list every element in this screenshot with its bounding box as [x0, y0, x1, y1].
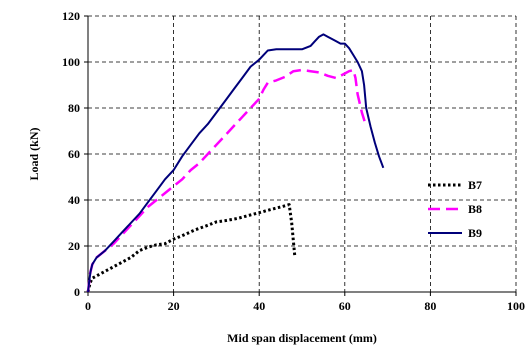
x-tick-label: 0 — [85, 299, 91, 313]
series-line-b8 — [86, 68, 368, 293]
y-tick-label: 100 — [62, 55, 80, 69]
grid — [88, 15, 517, 292]
y-tick-label: 120 — [62, 9, 80, 23]
y-axis-title: Load (kN) — [27, 127, 41, 180]
legend: B7 B8 B9 — [428, 178, 482, 240]
x-axis-title: Mid span displacement (mm) — [227, 331, 377, 345]
y-tick-label: 60 — [68, 147, 80, 161]
series-lines — [86, 33, 385, 293]
y-tick-labels: 0 20 40 60 80 100 120 — [62, 9, 80, 299]
x-tick-label: 40 — [253, 299, 265, 313]
x-tick-label: 100 — [507, 299, 525, 313]
x-tick-labels: 0 20 40 60 80 100 — [85, 299, 525, 313]
series-line-b7 — [86, 203, 297, 293]
x-tick-label: 80 — [424, 299, 436, 313]
series-line-b9 — [87, 33, 385, 293]
y-tick-label: 80 — [68, 101, 80, 115]
y-tick-label: 0 — [74, 285, 80, 299]
y-tick-label: 40 — [68, 193, 80, 207]
legend-label-b8: B8 — [468, 202, 482, 216]
x-tick-label: 20 — [168, 299, 180, 313]
legend-label-b9: B9 — [468, 226, 482, 240]
axes — [84, 15, 517, 296]
legend-label-b7: B7 — [468, 178, 482, 192]
x-tick-label: 60 — [339, 299, 351, 313]
y-tick-label: 20 — [68, 239, 80, 253]
